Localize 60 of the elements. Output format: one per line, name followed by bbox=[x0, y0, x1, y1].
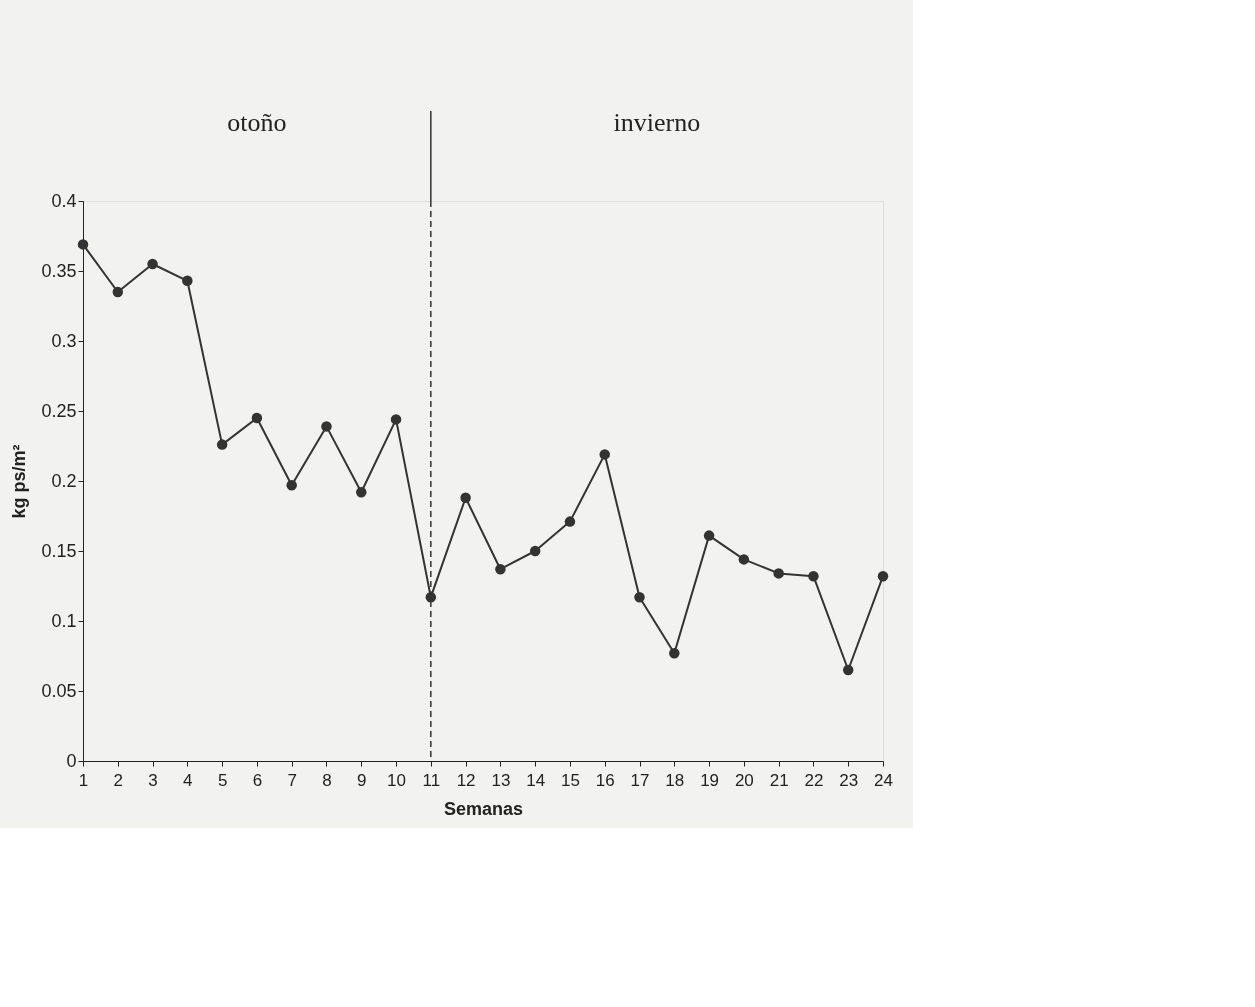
x-tick-label: 17 bbox=[630, 770, 650, 790]
point bbox=[216, 439, 228, 450]
x-tick-label: 23 bbox=[839, 770, 859, 790]
point bbox=[460, 492, 471, 504]
point bbox=[808, 570, 819, 582]
x-tick-label: 20 bbox=[734, 770, 754, 790]
y-tick-label: 0.2 bbox=[51, 470, 77, 491]
point bbox=[147, 258, 158, 270]
y-tick-label: 0 bbox=[66, 750, 77, 771]
x-tick-label: 5 bbox=[217, 770, 228, 790]
x-tick-label: 21 bbox=[769, 770, 789, 790]
point bbox=[529, 545, 541, 557]
point bbox=[112, 286, 124, 298]
x-tick-label: 4 bbox=[183, 770, 193, 790]
text: otoño bbox=[227, 108, 287, 137]
point bbox=[495, 563, 506, 575]
point bbox=[356, 486, 367, 498]
y-tick-label: 0.1 bbox=[51, 610, 77, 631]
y-tick-label: 0.25 bbox=[41, 400, 77, 421]
point bbox=[182, 275, 193, 287]
y-axis-title: kg ps/m² bbox=[9, 444, 30, 519]
x-tick-label: 6 bbox=[252, 770, 263, 790]
point bbox=[390, 414, 402, 425]
point bbox=[669, 647, 680, 659]
y-tick-label: 0.4 bbox=[51, 190, 77, 211]
x-tick-label: 19 bbox=[700, 770, 720, 790]
y-tick-label: 0.05 bbox=[41, 680, 77, 701]
x-tick-label: 8 bbox=[322, 770, 332, 790]
x-tick-label: 11 bbox=[422, 770, 441, 790]
x-tick-label: 24 bbox=[874, 770, 893, 790]
x-tick-label: 9 bbox=[357, 770, 367, 790]
point bbox=[738, 554, 750, 565]
y-tick-label: 0.3 bbox=[51, 330, 77, 351]
point bbox=[599, 449, 610, 460]
x-tick-label: 14 bbox=[526, 770, 546, 790]
x-tick-label: 18 bbox=[665, 770, 685, 790]
x-tick-label: 3 bbox=[148, 770, 158, 790]
x-tick-label: 2 bbox=[113, 770, 124, 790]
x-axis-title: Semanas bbox=[443, 798, 524, 819]
point bbox=[564, 516, 576, 527]
point bbox=[877, 570, 889, 582]
y-tick-label: 0.35 bbox=[41, 260, 77, 281]
point bbox=[286, 479, 297, 491]
x-tick-label: 12 bbox=[456, 770, 476, 790]
x-tick-label: 16 bbox=[595, 770, 615, 790]
x-tick-label: 7 bbox=[287, 770, 297, 790]
point bbox=[251, 412, 263, 424]
x-tick-label: 15 bbox=[561, 770, 580, 790]
point bbox=[842, 664, 854, 676]
point bbox=[321, 421, 332, 432]
x-tick-label: 13 bbox=[491, 770, 511, 790]
y-tick-label: 0.15 bbox=[41, 540, 77, 561]
point bbox=[703, 530, 715, 541]
x-tick-label: 10 bbox=[387, 770, 406, 790]
x-tick-label: 22 bbox=[804, 770, 824, 790]
point bbox=[634, 591, 645, 603]
text: invierno bbox=[613, 108, 701, 137]
x-tick-label: 1 bbox=[78, 770, 89, 790]
point bbox=[773, 568, 784, 579]
point bbox=[77, 239, 89, 250]
